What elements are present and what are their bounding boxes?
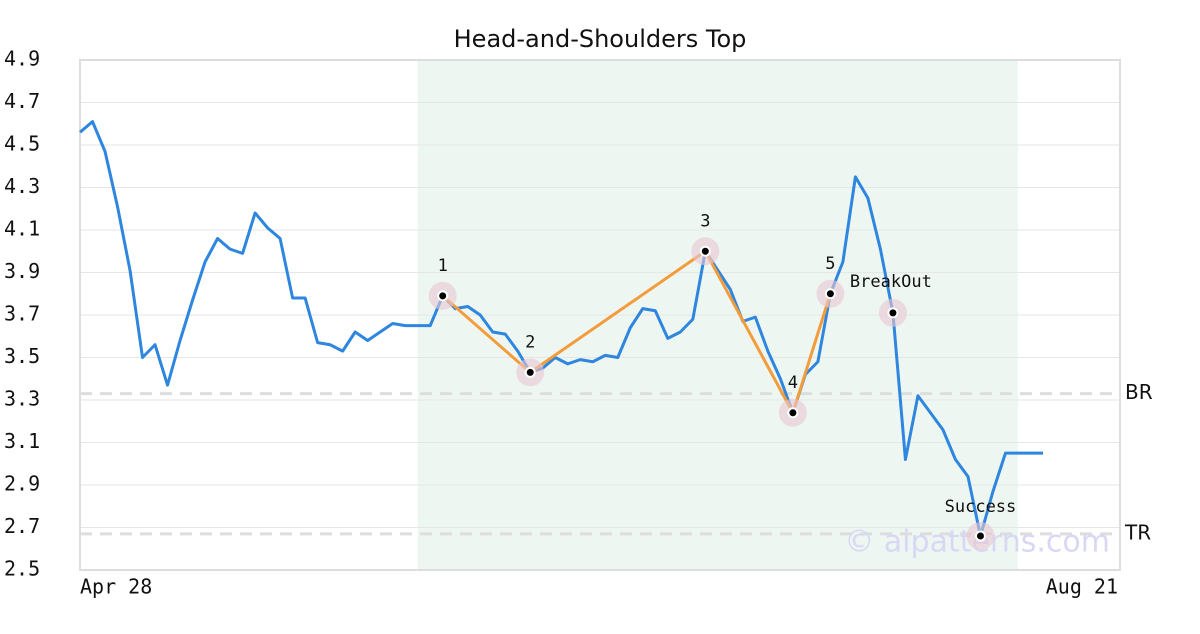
pattern-label: 2: [525, 332, 535, 352]
pattern-point-dot: [787, 407, 799, 419]
pattern-label: 4: [788, 373, 798, 393]
pattern-point-dot: [437, 290, 449, 302]
y-tick-label: 4.9: [4, 47, 40, 71]
x-tick-label: Apr 28: [80, 575, 152, 599]
pattern-label: 3: [700, 211, 710, 231]
pattern-point-dot: [699, 245, 711, 257]
event-label: Success: [945, 497, 1017, 517]
level-label: BR: [1125, 380, 1153, 404]
chart-title: Head-and-Shoulders Top: [454, 25, 747, 53]
level-label: TR: [1124, 520, 1151, 544]
y-tick-label: 2.7: [4, 514, 40, 538]
y-tick-label: 2.5: [4, 557, 40, 581]
y-tick-label: 3.5: [4, 344, 40, 368]
y-tick-label: 3.1: [4, 429, 40, 453]
y-tick-label: 3.3: [4, 387, 40, 411]
event-point-dot: [974, 530, 986, 542]
plot-frame: [79, 59, 1121, 571]
pattern-label: 1: [438, 256, 448, 276]
pattern-point-dot: [824, 288, 836, 300]
y-tick-label: 4.1: [4, 217, 40, 241]
price-line: [79, 120, 1043, 538]
pattern-label: 5: [825, 254, 835, 274]
y-tick-label: 3.9: [4, 259, 40, 283]
y-tick-label: 3.7: [4, 302, 40, 326]
pattern-point-dot: [524, 366, 536, 378]
y-tick-label: 4.5: [4, 132, 40, 156]
y-tick-label: 2.9: [4, 472, 40, 496]
event-label: BreakOut: [850, 272, 932, 292]
y-tick-label: 4.3: [4, 174, 40, 198]
x-tick-label: Aug 21: [1046, 575, 1118, 599]
event-point-dot: [887, 307, 899, 319]
y-tick-label: 4.7: [4, 89, 40, 113]
